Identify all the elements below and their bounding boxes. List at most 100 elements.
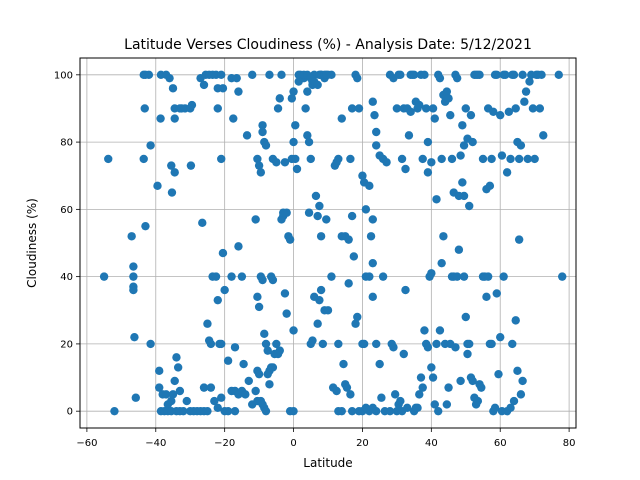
data-point [459,141,469,150]
data-point [430,400,439,409]
data-point [368,97,377,106]
data-point [516,390,526,399]
data-point [261,339,271,349]
data-point [401,285,410,295]
data-point [127,232,136,241]
data-point [530,154,539,164]
data-point [155,366,164,376]
data-point [456,376,465,386]
data-point [539,131,548,140]
data-point [110,406,119,416]
data-point [520,97,529,106]
data-point [268,363,278,372]
data-point [289,326,298,335]
x-tick-label: 0 [290,438,296,449]
data-point [139,154,148,164]
data-point [156,114,165,123]
data-point [435,73,445,83]
x-axis-label: Latitude [303,456,352,470]
y-tick-label: 80 [60,138,73,149]
data-point [248,70,257,80]
data-point [217,339,226,349]
data-point [261,406,271,416]
data-point [327,272,336,281]
data-point [161,390,171,399]
data-point [131,393,140,402]
data-point [447,154,457,164]
data-point [509,396,519,406]
data-point [187,100,197,110]
data-point [256,168,266,177]
data-point [186,161,196,170]
data-point [361,205,371,214]
data-point [342,383,352,392]
data-point [514,235,524,244]
data-point [397,154,407,164]
data-point [217,70,226,80]
x-tick-label: 40 [425,438,438,449]
data-point [420,70,429,80]
data-point [337,406,346,416]
data-point [346,390,355,399]
data-point [167,161,176,170]
data-point [430,114,439,123]
x-tick-label: 80 [563,438,576,449]
data-point [404,131,414,140]
data-point [182,396,191,406]
y-tick-label: 0 [67,407,73,418]
data-point [168,390,178,399]
data-point [268,275,278,285]
data-point [437,154,446,164]
data-point [465,201,474,211]
data-point [227,272,236,281]
data-point [175,386,185,396]
data-point [372,339,381,349]
data-point [323,306,333,315]
data-point [258,275,267,285]
data-point [372,406,381,416]
data-point [230,343,240,352]
data-point [396,396,405,406]
data-point [313,211,322,221]
data-point [415,390,424,399]
data-point [337,232,346,241]
data-point [272,339,281,349]
y-tick-label: 40 [60,272,73,283]
data-point [234,242,243,251]
data-point [537,70,546,80]
data-point [353,73,362,83]
data-point [378,272,388,281]
data-point [129,272,138,281]
data-point [172,353,181,362]
data-point [254,161,264,170]
data-point [525,77,534,86]
data-point [179,406,188,416]
data-point [508,339,517,349]
data-point [273,104,283,113]
data-point [416,373,426,382]
data-point [390,390,400,399]
data-point [506,154,515,164]
data-point [432,195,441,204]
data-point [428,104,438,113]
data-point [347,406,357,416]
data-point [229,114,238,123]
data-point [518,376,527,386]
data-point [254,369,264,379]
data-point [130,332,139,342]
data-point [423,168,433,177]
data-point [291,121,300,130]
data-point [211,272,221,281]
data-point [514,154,524,164]
data-point [490,403,500,413]
data-point [444,383,453,392]
data-point [506,403,515,413]
data-point [361,403,371,413]
data-point [285,235,295,244]
data-point [370,110,379,120]
data-point [497,151,507,160]
data-point [304,208,314,217]
data-point [499,272,508,281]
data-point [458,121,467,130]
data-point [306,154,315,164]
